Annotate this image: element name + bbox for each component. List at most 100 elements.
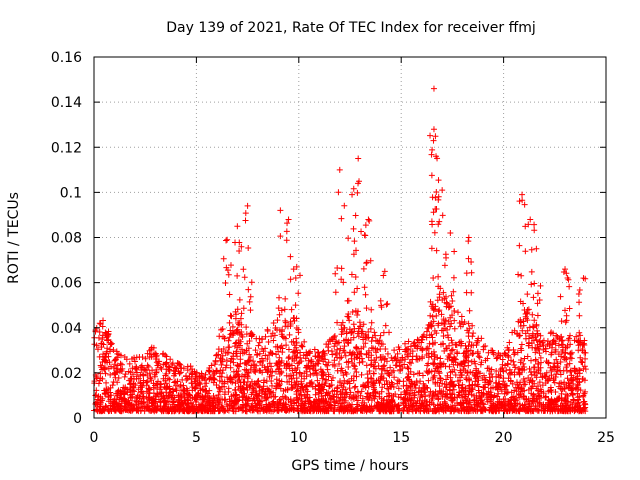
data-point	[518, 386, 525, 393]
data-point	[517, 322, 524, 329]
data-point	[404, 374, 411, 381]
data-point	[157, 380, 164, 387]
data-point	[293, 391, 300, 398]
data-point	[202, 387, 209, 394]
data-point	[478, 359, 485, 366]
data-point	[227, 331, 234, 338]
data-point	[311, 370, 318, 377]
data-point	[146, 407, 153, 414]
data-point	[282, 319, 289, 326]
data-point	[161, 394, 168, 401]
data-point	[509, 406, 516, 413]
data-point	[383, 393, 390, 400]
data-point	[94, 346, 101, 353]
data-point	[248, 332, 255, 339]
data-point	[171, 394, 178, 401]
data-point	[133, 395, 140, 402]
data-point	[555, 406, 562, 413]
data-point	[126, 360, 133, 367]
data-point	[250, 358, 257, 365]
data-point	[247, 366, 254, 373]
data-point	[484, 355, 491, 362]
data-point	[416, 339, 423, 346]
data-point	[525, 375, 532, 382]
data-point	[178, 401, 185, 408]
data-point	[394, 407, 401, 414]
data-point	[231, 343, 238, 350]
data-point	[243, 402, 250, 409]
data-point	[304, 351, 311, 358]
data-point	[478, 335, 485, 342]
data-point	[325, 371, 332, 378]
data-point	[350, 251, 357, 258]
data-point	[263, 403, 270, 410]
x-tick-label: 0	[90, 430, 99, 446]
data-point	[213, 394, 220, 401]
data-point	[440, 316, 447, 323]
y-tick-label: 0	[73, 411, 82, 427]
data-point	[341, 377, 348, 384]
data-point	[256, 401, 263, 408]
data-point	[147, 375, 154, 382]
data-point	[183, 377, 190, 384]
data-point	[317, 366, 324, 373]
data-point	[381, 397, 388, 404]
data-point	[389, 398, 396, 405]
data-point	[487, 385, 494, 392]
data-point	[405, 365, 412, 372]
data-point	[458, 408, 465, 415]
data-point	[358, 228, 365, 235]
data-point	[561, 354, 568, 361]
data-point	[506, 370, 513, 377]
data-point	[428, 245, 435, 252]
data-point	[443, 303, 450, 310]
data-point	[350, 377, 357, 384]
data-point	[576, 393, 583, 400]
data-point	[225, 344, 232, 351]
data-point	[298, 358, 305, 365]
data-point	[207, 374, 214, 381]
data-point	[282, 403, 289, 410]
data-point	[431, 229, 438, 236]
data-point	[469, 333, 476, 340]
data-point	[332, 351, 339, 358]
data-point	[551, 379, 558, 386]
data-point	[441, 398, 448, 405]
data-point	[246, 298, 253, 305]
data-point	[126, 377, 133, 384]
axis-ticks	[93, 56, 607, 419]
data-point	[472, 375, 479, 382]
data-point	[276, 381, 283, 388]
data-point	[345, 235, 352, 242]
data-point	[438, 361, 445, 368]
data-point	[432, 405, 439, 412]
data-point	[262, 388, 269, 395]
data-point	[480, 343, 487, 350]
data-point	[433, 312, 440, 319]
data-point	[435, 368, 442, 375]
data-point	[511, 349, 518, 356]
data-point	[371, 386, 378, 393]
data-point	[188, 380, 195, 387]
data-point	[376, 337, 383, 344]
data-point	[232, 380, 239, 387]
data-point	[366, 217, 373, 224]
data-point	[103, 350, 110, 357]
data-point	[576, 312, 583, 319]
data-point	[408, 406, 415, 413]
data-point	[529, 311, 536, 318]
data-point	[531, 280, 538, 287]
data-point	[568, 372, 575, 379]
data-point	[336, 397, 343, 404]
data-point	[362, 331, 369, 338]
data-point	[268, 372, 275, 379]
data-point	[350, 321, 357, 328]
data-point	[436, 218, 443, 225]
data-point	[340, 407, 347, 414]
data-point	[449, 339, 456, 346]
data-point	[514, 381, 521, 388]
data-point	[367, 325, 374, 332]
data-point	[138, 407, 145, 414]
data-point	[378, 340, 385, 347]
data-point	[458, 402, 465, 409]
